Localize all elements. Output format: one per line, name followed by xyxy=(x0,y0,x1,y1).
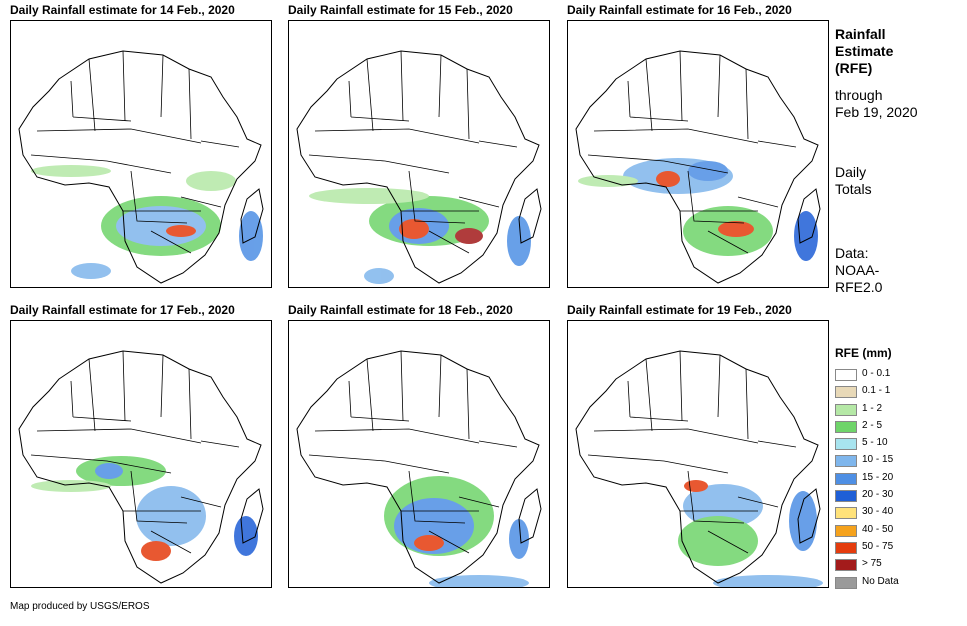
rainfall-map-graphic xyxy=(296,350,542,587)
panel-title: Daily Rainfall estimate for 19 Feb., 202… xyxy=(567,303,792,317)
rainfall-map-graphic xyxy=(575,50,821,284)
legend-label: 50 - 75 xyxy=(862,540,894,552)
legend-swatch xyxy=(835,490,857,503)
panel-title: Daily Rainfall estimate for 17 Feb., 202… xyxy=(10,303,235,317)
rainfall-map xyxy=(567,320,829,588)
legend-swatch xyxy=(835,576,857,589)
rainfall-map xyxy=(567,20,829,288)
legend-swatch xyxy=(835,472,857,485)
rainfall-map-graphic xyxy=(18,350,264,584)
sidebar-data-line: NOAA- xyxy=(835,262,880,278)
legend-label: No Data xyxy=(862,575,899,587)
rainfall-map-graphic xyxy=(296,50,542,284)
panel-title: Daily Rainfall estimate for 18 Feb., 202… xyxy=(288,303,513,317)
legend-label: 5 - 10 xyxy=(862,437,888,449)
legend-label: > 75 xyxy=(862,558,882,570)
legend-swatch xyxy=(835,386,857,399)
sidebar-title-line: (RFE) xyxy=(835,60,873,76)
legend-label: 0 - 0.1 xyxy=(862,368,891,379)
rainfall-map xyxy=(10,20,272,288)
sidebar-through-line: Feb 19, 2020 xyxy=(835,104,918,120)
panel-title: Daily Rainfall estimate for 15 Feb., 202… xyxy=(288,3,513,17)
sidebar-data-source: Data: NOAA- RFE2.0 xyxy=(835,245,882,296)
legend-swatch xyxy=(835,559,857,572)
panel-title: Daily Rainfall estimate for 16 Feb., 202… xyxy=(567,3,792,17)
rainfall-map xyxy=(288,320,550,588)
legend-label: 0.1 - 1 xyxy=(862,385,891,397)
legend-swatch xyxy=(835,420,857,433)
legend-label: 1 - 2 xyxy=(862,402,883,414)
legend-swatch xyxy=(835,403,857,416)
legend-label: 30 - 40 xyxy=(862,506,894,518)
sidebar-title: Rainfall Estimate (RFE) xyxy=(835,26,893,77)
map-credit: Map produced by USGS/EROS xyxy=(10,601,150,612)
sidebar-through: through Feb 19, 2020 xyxy=(835,87,918,121)
legend-label: 2 - 5 xyxy=(862,419,883,431)
legend-title: RFE (mm) xyxy=(835,346,892,360)
sidebar-totals: Daily Totals xyxy=(835,164,872,198)
legend-label: 10 - 15 xyxy=(862,454,894,466)
rainfall-map-graphic xyxy=(18,50,264,284)
legend-swatch xyxy=(835,438,857,451)
sidebar-totals-line: Totals xyxy=(835,181,872,197)
sidebar-totals-line: Daily xyxy=(835,164,867,180)
legend-swatch xyxy=(835,507,857,520)
rainfall-map xyxy=(10,320,272,588)
legend-swatch xyxy=(835,455,857,468)
sidebar-through-line: through xyxy=(835,87,883,103)
sidebar-title-line: Estimate xyxy=(835,43,894,59)
sidebar-data-line: Data: xyxy=(835,245,869,261)
legend-label: 20 - 30 xyxy=(862,489,894,501)
legend-label: 40 - 50 xyxy=(862,523,894,535)
legend-label: 15 - 20 xyxy=(862,471,894,483)
legend-swatch xyxy=(835,524,857,537)
panel-title: Daily Rainfall estimate for 14 Feb., 202… xyxy=(10,3,235,17)
sidebar-data-line: RFE2.0 xyxy=(835,279,883,295)
legend-swatch xyxy=(835,541,857,554)
rainfall-map-graphic xyxy=(575,350,823,587)
legend-swatch xyxy=(835,369,857,381)
rainfall-map xyxy=(288,20,550,288)
sidebar-title-line: Rainfall xyxy=(835,26,886,42)
